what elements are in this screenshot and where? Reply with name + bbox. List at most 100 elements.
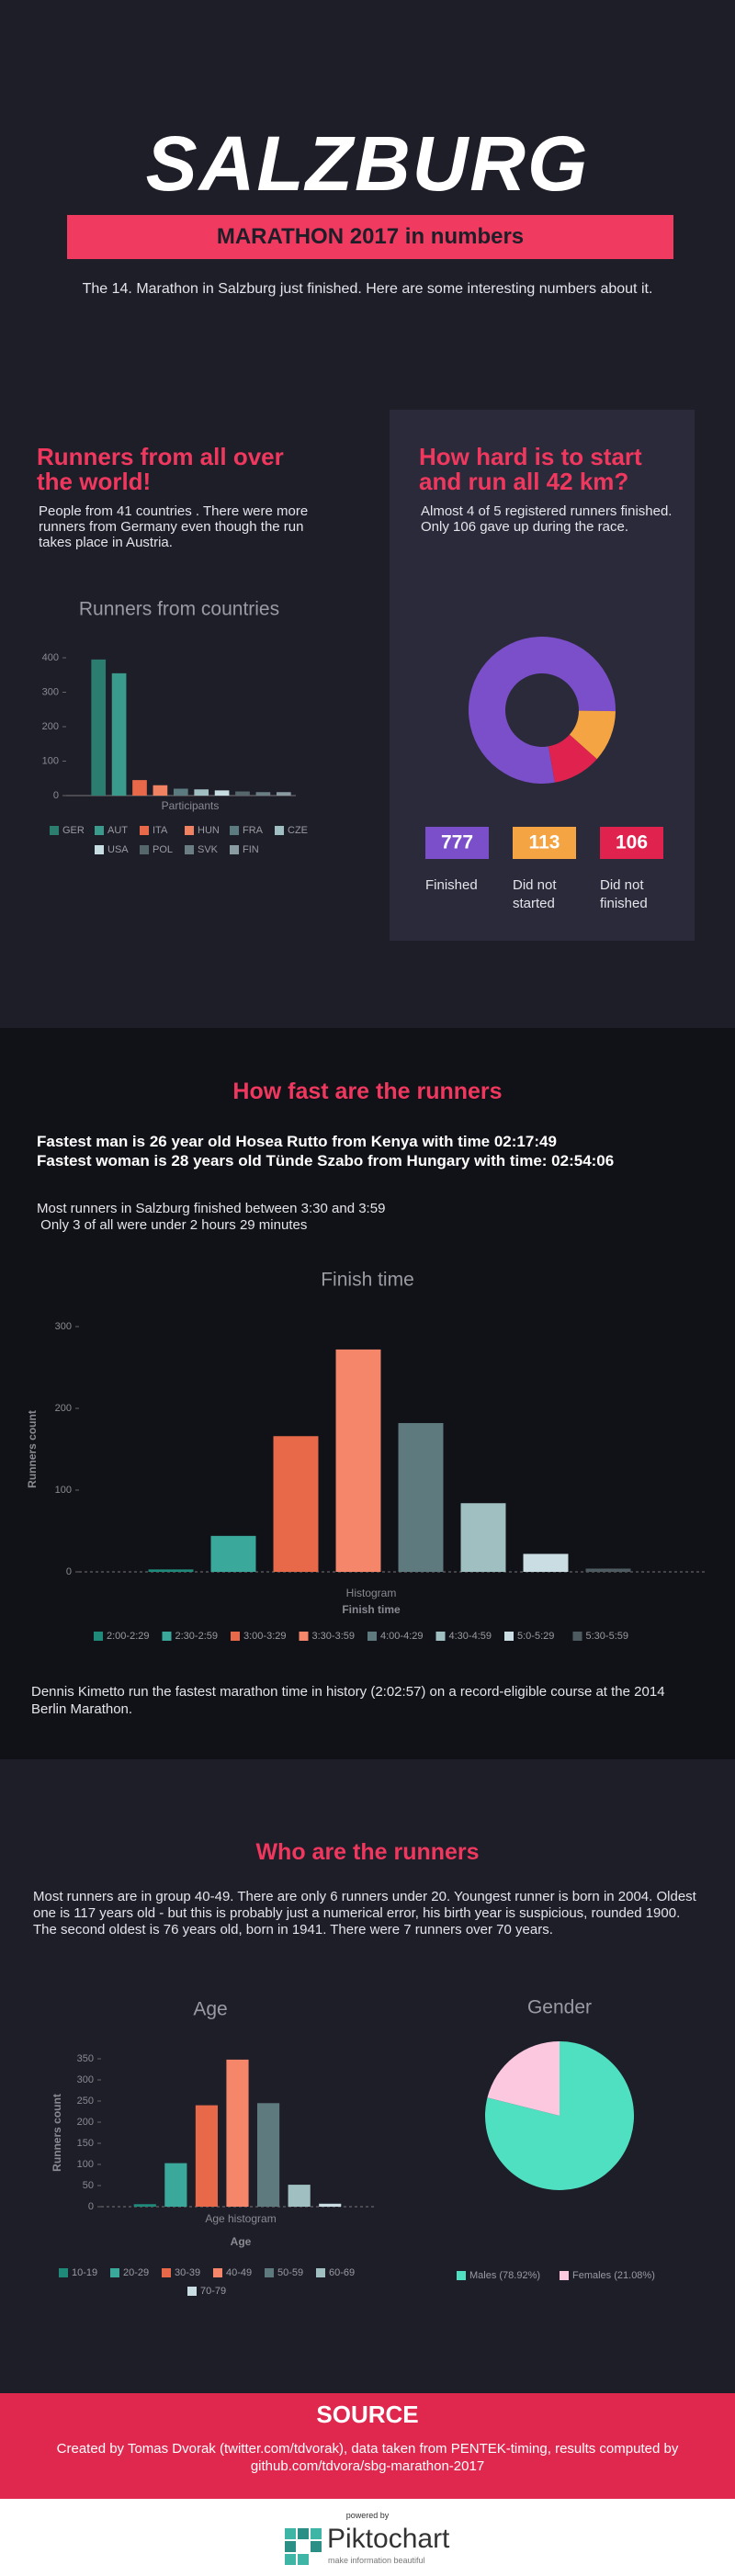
- section-heading: Who are the runners: [255, 1839, 480, 1865]
- x-axis-label: Participants: [162, 799, 220, 812]
- legend-swatch: [95, 845, 104, 854]
- legend-label: AUT: [107, 825, 128, 836]
- fact: Fastest man is 26 year old Hosea Rutto f…: [37, 1133, 557, 1150]
- legend-swatch: [231, 1632, 240, 1641]
- legend-swatch: [50, 826, 59, 835]
- source-title: SOURCE: [316, 2401, 419, 2428]
- fact: Fastest woman is 28 years old Tünde Szab…: [37, 1152, 615, 1169]
- y-tick-label: 300: [42, 686, 59, 697]
- brand: Piktochart: [327, 2524, 450, 2554]
- y-axis-label: Runners count: [51, 2094, 63, 2172]
- legend-swatch: [213, 2268, 222, 2277]
- legend-label: 4:00-4:29: [380, 1631, 423, 1642]
- legend-swatch: [299, 1632, 309, 1641]
- legend-label: 60-69: [329, 2267, 355, 2278]
- y-tick-label: 350: [77, 2053, 94, 2064]
- legend-label: 4:30-4:59: [449, 1631, 492, 1642]
- y-axis-label: Runners count: [26, 1410, 39, 1488]
- legend-swatch: [275, 826, 284, 835]
- legend-swatch: [140, 826, 149, 835]
- legend-title: Age: [231, 2235, 252, 2248]
- bar: [133, 2204, 156, 2207]
- legend-label: 20-29: [123, 2267, 149, 2278]
- fact: Only 3 of all were under 2 hours 29 minu…: [37, 1217, 308, 1233]
- paragraph: Almost 4 of 5 registered runners finishe…: [421, 503, 673, 535]
- bar: [153, 785, 168, 796]
- chart-title: Finish time: [321, 1270, 414, 1291]
- donut-slice: [569, 710, 616, 760]
- donut-label: Finished: [425, 877, 478, 893]
- value-box: [600, 827, 663, 859]
- paragraph: Most runners are in group 40-49. There a…: [33, 1889, 696, 1938]
- legend-swatch: [265, 2268, 274, 2277]
- bar: [255, 792, 271, 796]
- bar: [226, 2059, 249, 2207]
- footer-bg: [0, 2499, 735, 2576]
- legend-swatch: [140, 845, 149, 854]
- legend-label: 50-59: [277, 2267, 303, 2278]
- legend-swatch: [185, 845, 194, 854]
- bar: [164, 2163, 187, 2207]
- donut-slice: [469, 637, 616, 784]
- legend-label: 3:00-3:29: [243, 1631, 286, 1642]
- bar: [148, 1569, 194, 1572]
- legend-swatch: [185, 826, 194, 835]
- section-heading: Runners from all over the world!: [37, 443, 284, 495]
- legend-swatch: [560, 2271, 569, 2280]
- x-axis-label: Age histogram: [205, 2212, 276, 2225]
- source-bg: [0, 2393, 735, 2499]
- legend-label: HUN: [198, 825, 220, 836]
- y-tick-label: 50: [83, 2180, 94, 2191]
- bar: [288, 2185, 311, 2207]
- donut-slice: [548, 734, 597, 783]
- chart-title: Runners from countries: [79, 599, 279, 620]
- donut-label: Did not started: [513, 877, 557, 911]
- legend-swatch: [110, 2268, 119, 2277]
- powered-by: powered by: [345, 2511, 390, 2520]
- legend-swatch: [94, 1632, 103, 1641]
- legend-title: Finish time: [342, 1603, 401, 1616]
- y-tick-label: 100: [42, 755, 59, 766]
- y-tick-label: 0: [66, 1566, 72, 1577]
- bar: [235, 791, 250, 796]
- y-tick-label: 0: [53, 790, 59, 801]
- y-tick-label: 100: [55, 1485, 72, 1496]
- x-axis-label: Histogram: [346, 1587, 397, 1599]
- paragraph: Dennis Kimetto run the fastest marathon …: [31, 1684, 665, 1717]
- bar: [273, 1436, 319, 1572]
- legend-label: 70-79: [200, 2286, 226, 2297]
- legend-label: POL: [153, 844, 173, 855]
- legend-swatch: [162, 2268, 171, 2277]
- bar: [276, 792, 291, 796]
- value-box: [425, 827, 489, 859]
- y-tick-label: 400: [42, 652, 59, 663]
- legend-swatch: [162, 1632, 172, 1641]
- chart-title: Gender: [527, 1997, 592, 2018]
- value-box-label: 106: [616, 832, 648, 853]
- bar: [319, 2203, 342, 2207]
- legend-swatch: [59, 2268, 68, 2277]
- bar: [398, 1423, 444, 1572]
- bar: [195, 2105, 219, 2207]
- legend-swatch: [187, 2287, 197, 2296]
- legend-label: 10-19: [72, 2267, 97, 2278]
- legend-label: 40-49: [226, 2267, 252, 2278]
- legend-label: FRA: [243, 825, 264, 836]
- bar: [91, 659, 107, 796]
- legend-label: USA: [107, 844, 129, 855]
- logo-icon: [285, 2528, 322, 2567]
- legend-label: Males (78.92%): [469, 2270, 540, 2281]
- legend-swatch: [504, 1632, 514, 1641]
- pie-slice: [487, 2041, 560, 2116]
- y-tick-label: 100: [77, 2159, 94, 2170]
- source-text: Created by Tomas Dvorak (twitter.com/tdv…: [56, 2441, 679, 2474]
- tagline: make information beautiful: [328, 2556, 425, 2565]
- y-tick-label: 200: [77, 2117, 94, 2128]
- section-heading: How fast are the runners: [232, 1079, 503, 1104]
- bar: [173, 788, 188, 796]
- legend-label: CZE: [288, 825, 308, 836]
- y-tick-label: 300: [77, 2074, 94, 2085]
- bar: [335, 1349, 381, 1572]
- legend-swatch: [368, 1632, 377, 1641]
